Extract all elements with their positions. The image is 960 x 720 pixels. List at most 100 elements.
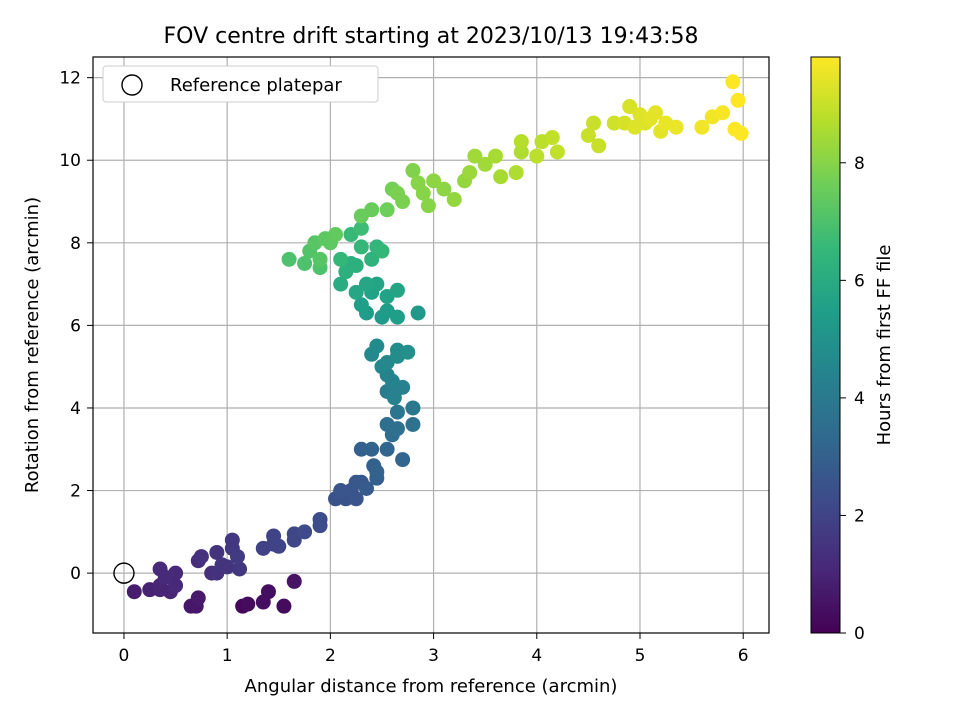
data-point (126, 584, 142, 600)
data-point (276, 598, 292, 614)
y-tick-label: 0 (70, 564, 81, 584)
y-tick-label: 4 (70, 399, 81, 419)
data-point (467, 148, 483, 164)
y-tick-label: 8 (70, 234, 81, 254)
data-point (297, 524, 313, 540)
data-point (364, 251, 380, 267)
data-point (668, 119, 684, 135)
y-tick-label: 6 (70, 316, 81, 336)
data-point (446, 191, 462, 207)
data-point (348, 284, 364, 300)
colorbar (810, 56, 841, 634)
data-point (333, 276, 349, 292)
data-point (549, 144, 565, 160)
data-point (410, 305, 426, 321)
data-point (488, 148, 504, 164)
data-point (389, 309, 405, 325)
data-point (193, 549, 209, 565)
data-point (426, 173, 442, 189)
legend-entry-label: Reference platepar (170, 75, 342, 96)
data-point (219, 559, 235, 575)
data-point (338, 264, 354, 280)
data-point (544, 130, 560, 146)
data-point (379, 441, 395, 457)
x-axis-label: Angular distance from reference (arcmin) (245, 676, 618, 697)
data-point (364, 202, 380, 218)
reference-platepar-marker (113, 562, 135, 584)
data-point (224, 532, 240, 548)
x-tick-label: 6 (738, 646, 749, 666)
data-point (353, 297, 369, 313)
data-point (312, 251, 328, 267)
data-point (529, 148, 545, 164)
data-point (348, 491, 364, 507)
data-point (240, 596, 256, 612)
data-point (281, 251, 297, 267)
data-point (415, 185, 431, 201)
data-point (405, 416, 421, 432)
data-point (389, 404, 405, 420)
data-point (286, 532, 302, 548)
legend-box (102, 65, 379, 103)
y-tick-label: 2 (70, 482, 81, 502)
data-point (725, 74, 741, 90)
y-tick-label: 10 (59, 151, 81, 171)
data-point (297, 255, 313, 271)
data-point (733, 125, 749, 141)
data-point (190, 590, 206, 606)
data-point (168, 578, 184, 594)
data-point (353, 239, 369, 255)
data-point (493, 169, 509, 185)
colorbar-ticks: 0 2 4 6 8 (840, 154, 865, 644)
data-point (353, 220, 369, 236)
grid-lines (93, 57, 769, 633)
y-axis-ticks: 0 2 4 6 8 10 12 (59, 69, 93, 584)
data-point (477, 156, 493, 172)
x-tick-label: 4 (531, 646, 542, 666)
data-point (369, 464, 385, 480)
x-tick-label: 3 (428, 646, 439, 666)
data-point (715, 105, 731, 121)
colorbar-tick-label: 4 (854, 389, 865, 409)
data-point (622, 99, 638, 115)
data-point (606, 115, 622, 131)
colorbar-tick-label: 2 (854, 506, 865, 526)
data-point (395, 194, 411, 210)
data-point (374, 243, 390, 259)
plot-frame (92, 56, 770, 634)
data-point (405, 163, 421, 179)
colorbar-tick-label: 0 (854, 624, 865, 644)
data-point (209, 544, 225, 560)
y-tick-label: 12 (59, 69, 81, 89)
data-point (513, 144, 529, 160)
colorbar-tick-label: 8 (854, 154, 865, 174)
data-point (333, 483, 349, 499)
data-point (513, 134, 529, 150)
data-point (647, 105, 663, 121)
legend: Reference platepar (102, 65, 379, 103)
x-axis-ticks: 0 1 2 3 4 5 6 (119, 633, 749, 666)
colorbar-tick-label: 6 (854, 271, 865, 291)
data-point (229, 549, 245, 565)
data-point (379, 202, 395, 218)
data-point (508, 165, 524, 181)
data-point (312, 511, 328, 527)
x-tick-label: 1 (222, 646, 233, 666)
data-point (420, 198, 436, 214)
data-point (260, 584, 276, 600)
data-point (436, 181, 452, 197)
data-point (333, 251, 349, 267)
y-axis-label: Rotation from reference (arcmin) (22, 197, 43, 493)
colorbar-label: Hours from first FF file (874, 245, 895, 446)
chart-title: FOV centre drift starting at 2023/10/13 … (164, 24, 699, 49)
data-point (353, 441, 369, 457)
data-point (364, 441, 380, 457)
data-point (384, 373, 400, 389)
data-point (395, 452, 411, 468)
data-point (358, 480, 374, 496)
data-point (369, 276, 385, 292)
data-point (286, 573, 302, 589)
data-point (386, 390, 402, 406)
data-point (462, 165, 478, 181)
